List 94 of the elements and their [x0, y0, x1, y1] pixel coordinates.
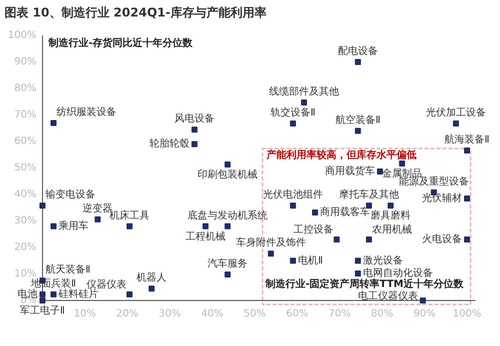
- point: [464, 236, 470, 243]
- annotation: 产能利用率较高，但库存水平偏低: [266, 149, 416, 161]
- y-tick-label: 50%: [14, 162, 37, 174]
- annotation: 火电设备: [422, 233, 462, 246]
- point: [224, 162, 231, 168]
- y-tick-label: 10%: [14, 268, 37, 280]
- x-tick-label: 80%: [370, 308, 394, 320]
- y-tick-label: 40%: [14, 189, 37, 200]
- point: [290, 202, 296, 209]
- x-tick-label: 60%: [286, 308, 308, 320]
- annotation: 底盘与发动机系统: [188, 209, 268, 222]
- chart-title: 图表 10、制造行业 2024Q1-库存与产能利用率: [4, 6, 266, 20]
- annotation: 航海装备Ⅱ: [444, 134, 490, 146]
- point: [126, 291, 133, 298]
- point: [94, 216, 101, 222]
- x-tick-label: 10%: [74, 308, 96, 320]
- y-tick-label: 80%: [14, 83, 37, 94]
- point: [268, 250, 274, 257]
- x-tick-label: 50%: [244, 308, 266, 320]
- point: [354, 258, 361, 264]
- point: [399, 160, 406, 166]
- annotation: 硅料硅片: [58, 288, 99, 300]
- point: [354, 59, 361, 65]
- annotation: 光伏电池组件: [262, 188, 323, 201]
- point: [290, 258, 296, 264]
- annotation: 风电设备: [174, 112, 214, 125]
- y-tick-label: 20%: [14, 242, 37, 253]
- y-tick-label: 70%: [14, 110, 37, 120]
- point: [420, 298, 426, 304]
- point: [40, 298, 46, 304]
- point: [50, 291, 57, 298]
- point: [452, 120, 459, 126]
- annotation: 商用载货车: [324, 164, 375, 177]
- x-tick-label: 40%: [201, 308, 224, 320]
- x-tick-label: 100%: [452, 308, 482, 320]
- point: [202, 223, 209, 230]
- point: [464, 195, 470, 202]
- annotation: 机器人: [136, 272, 167, 284]
- point: [464, 148, 470, 154]
- annotation: 汽车服务: [208, 258, 248, 270]
- point: [191, 126, 198, 133]
- point: [354, 270, 361, 276]
- point: [148, 286, 155, 292]
- annotation: 乘用车: [58, 220, 89, 232]
- point: [334, 236, 340, 243]
- annotation: 线缆部件及其他: [269, 86, 339, 98]
- annotation: 车身附件及饰件: [236, 236, 306, 249]
- point: [50, 120, 57, 126]
- point: [40, 202, 46, 209]
- point: [301, 100, 307, 106]
- annotation: 轨交设备Ⅱ: [270, 106, 316, 118]
- annotation: 纺织服装设备: [56, 106, 117, 118]
- point: [126, 223, 133, 230]
- annotation: 电机Ⅱ: [298, 254, 323, 266]
- annotation: 激光设备: [362, 254, 403, 266]
- annotation: 商用载客车: [320, 206, 370, 218]
- annotation: 印刷包装机械: [198, 168, 258, 181]
- point: [224, 223, 231, 230]
- point: [40, 291, 46, 298]
- annotation: 光伏加工设备: [426, 106, 486, 118]
- point: [312, 210, 318, 216]
- annotation: 工程机械: [186, 230, 226, 242]
- point: [224, 272, 231, 278]
- annotation: 摩托车及其他: [338, 188, 399, 201]
- y-tick-label: 90%: [14, 56, 37, 68]
- point: [354, 128, 361, 134]
- x-tick-label: 20%: [116, 308, 139, 320]
- annotation: 仪器仪表: [86, 278, 127, 290]
- annotation: 军工电子Ⅱ: [20, 304, 65, 316]
- annotation: 电工仪器仪表: [358, 290, 418, 302]
- y-tick-label: 30%: [14, 216, 37, 226]
- point: [50, 223, 57, 230]
- x-axis-title: 制造行业-固定资产周转率TTM近十年分位数: [264, 278, 464, 290]
- annotation: 航天装备Ⅱ: [46, 264, 90, 276]
- point: [366, 236, 372, 243]
- annotation: 工控设备: [294, 224, 334, 236]
- annotation: 输变电设备: [46, 188, 96, 201]
- annotation: 轮胎轮毂: [149, 138, 190, 150]
- annotation: 磨具磨料: [370, 210, 411, 222]
- annotation: 电网自动化设备: [362, 266, 433, 279]
- y-axis-title: 制造行业-存货同比近十年分位数: [48, 37, 194, 49]
- point: [388, 202, 394, 209]
- x-tick-label: 30%: [158, 308, 181, 320]
- x-tick-label: 70%: [328, 308, 351, 320]
- annotation: 光伏辅材: [422, 192, 462, 204]
- annotation: 配电设备: [338, 45, 378, 57]
- annotation: 机床工具: [110, 209, 150, 222]
- annotation: 农用机械: [372, 224, 412, 236]
- point: [191, 141, 198, 148]
- y-tick-label: 100%: [8, 30, 37, 41]
- y-tick-label: 60%: [14, 136, 37, 147]
- point: [290, 120, 296, 126]
- annotation: 航空装备Ⅱ: [335, 114, 380, 126]
- x-tick-label: 90%: [413, 308, 436, 320]
